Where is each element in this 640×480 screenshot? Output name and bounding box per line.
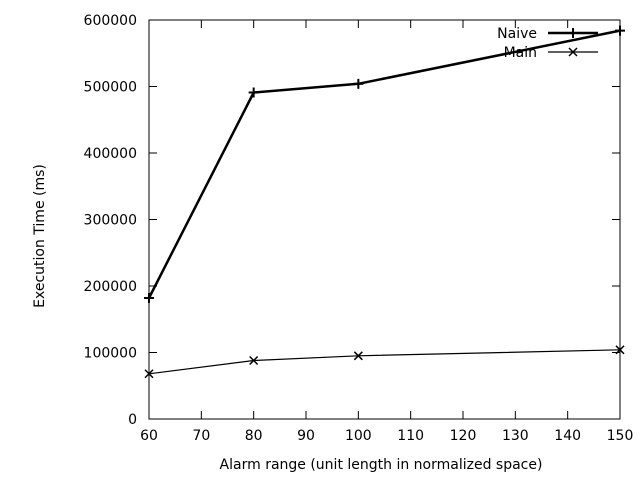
legend-label-naive: Naive bbox=[497, 26, 537, 42]
x-tick-label-70: 70 bbox=[192, 428, 210, 444]
legend-label-main: Main bbox=[504, 45, 537, 61]
x-axis-ticks: 60 70 80 90 100 110 120 130 140 150 bbox=[140, 20, 633, 444]
y-tick-label-300000: 300000 bbox=[84, 213, 137, 229]
data-point-main-80 bbox=[249, 355, 259, 366]
data-point-naive-80 bbox=[248, 87, 259, 98]
y-tick-label-0: 0 bbox=[128, 412, 137, 428]
x-tick-label-80: 80 bbox=[245, 428, 263, 444]
x-tick-label-150: 150 bbox=[607, 428, 634, 444]
y-tick-label-200000: 200000 bbox=[84, 279, 137, 295]
y-axis-label: Execution Time (ms) bbox=[32, 164, 48, 308]
legend: Naive Main bbox=[497, 26, 598, 61]
x-tick-label-120: 120 bbox=[450, 428, 477, 444]
x-tick-label-110: 110 bbox=[397, 428, 424, 444]
plot-frame bbox=[148, 19, 621, 420]
x-axis-label: Alarm range (unit length in normalized s… bbox=[220, 457, 543, 473]
y-tick-label-100000: 100000 bbox=[84, 346, 137, 362]
x-tick-label-140: 140 bbox=[554, 428, 581, 444]
legend-marker-main bbox=[568, 47, 578, 57]
series-line-main bbox=[148, 349, 621, 375]
x-tick-label-60: 60 bbox=[140, 428, 158, 444]
y-axis-ticks: 0 100000 200000 300000 400000 500000 600000 bbox=[84, 13, 620, 428]
y-tick-label-600000: 600000 bbox=[84, 13, 137, 29]
data-point-naive-100 bbox=[353, 78, 364, 89]
y-tick-label-500000: 500000 bbox=[84, 80, 137, 96]
series-line-naive bbox=[147, 29, 621, 299]
series-layer bbox=[144, 25, 625, 379]
x-tick-label-100: 100 bbox=[345, 428, 372, 444]
x-tick-label-130: 130 bbox=[502, 428, 529, 444]
legend-marker-naive bbox=[568, 28, 578, 38]
data-point-main-100 bbox=[353, 351, 363, 361]
x-tick-label-90: 90 bbox=[297, 428, 315, 444]
y-tick-label-400000: 400000 bbox=[84, 146, 137, 162]
